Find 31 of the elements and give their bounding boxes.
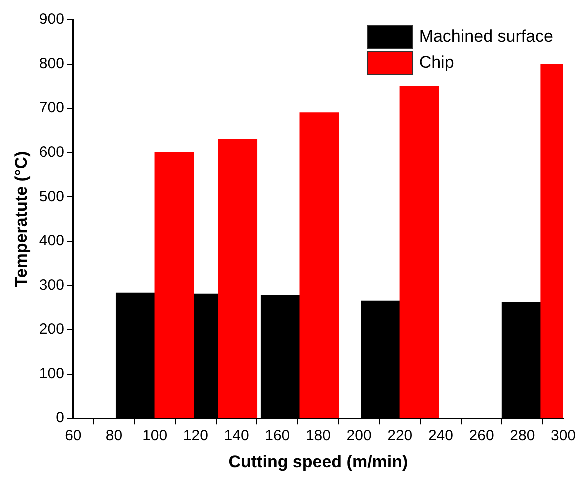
- x-tick-label: 220: [388, 428, 413, 445]
- y-tick-label: 0: [56, 410, 64, 427]
- y-tick-label: 300: [39, 276, 64, 294]
- y-axis-title: Temperatute (°C): [12, 151, 31, 288]
- y-tick-label: 200: [39, 321, 64, 338]
- x-tick-label: 200: [346, 428, 372, 445]
- x-tick-label: 80: [106, 428, 123, 445]
- x-tick-label: 120: [183, 428, 208, 445]
- bar: [400, 86, 440, 418]
- bar: [218, 139, 258, 418]
- x-tick-label: 300: [550, 428, 576, 445]
- y-tick-label: 500: [39, 188, 64, 206]
- x-tick-label: 280: [510, 428, 536, 445]
- y-tick-label: 600: [39, 144, 64, 162]
- x-tick-label: 100: [142, 428, 168, 445]
- x-tick-label: 240: [428, 428, 454, 445]
- legend-label: Machined surface: [419, 27, 554, 47]
- x-tick-label: 140: [224, 428, 250, 445]
- y-tick-label: 800: [39, 55, 64, 72]
- y-tick-label: 700: [39, 100, 64, 117]
- x-tick-label: 60: [65, 428, 82, 445]
- legend-label: Chip: [419, 53, 454, 73]
- x-axis-title: Cutting speed (m/min): [228, 452, 408, 472]
- y-tick-label: 100: [39, 365, 64, 382]
- x-tick-label: 260: [469, 428, 494, 445]
- bar: [154, 152, 194, 418]
- x-tick-label: 160: [265, 428, 290, 445]
- y-tick-label: 400: [39, 232, 64, 250]
- y-tick-label: 900: [39, 11, 64, 28]
- x-tick-label: 180: [306, 428, 331, 445]
- bar: [300, 112, 340, 418]
